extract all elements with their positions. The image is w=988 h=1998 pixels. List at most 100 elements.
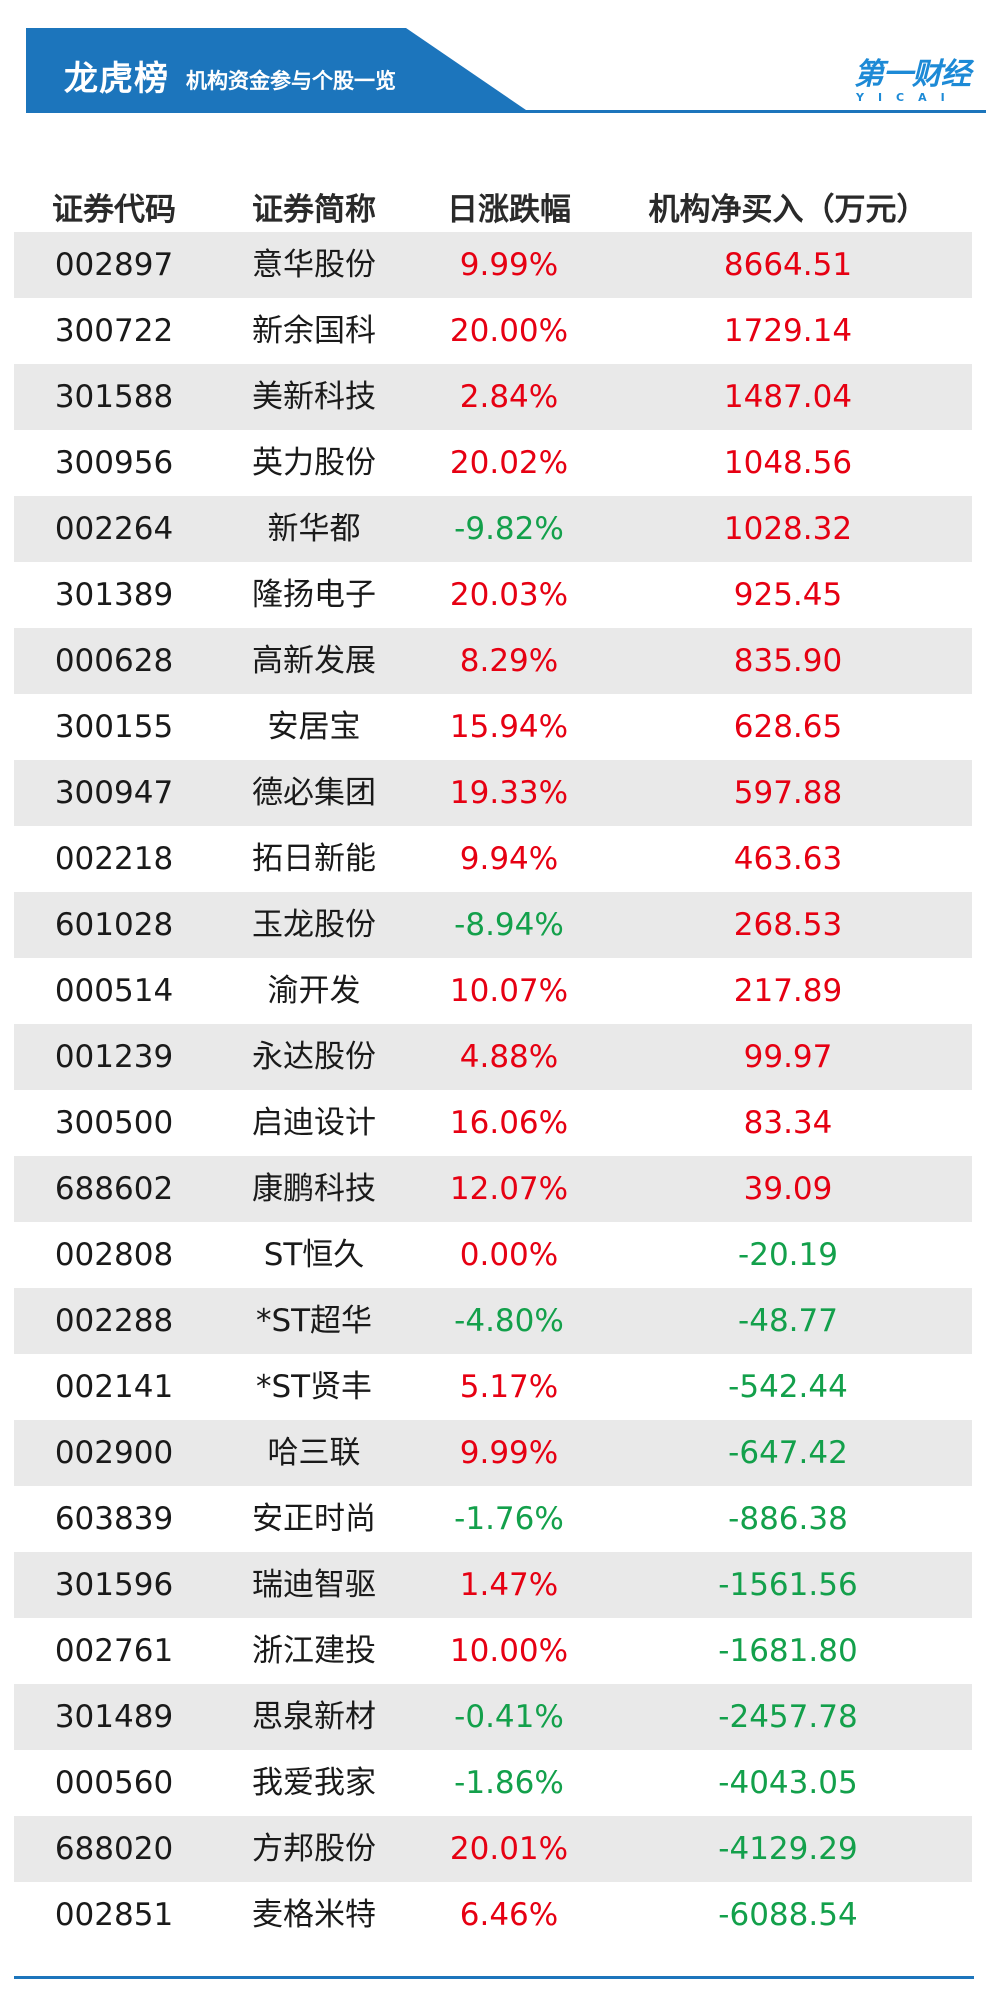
yicai-logo: 第一财经 YICAI — [854, 58, 972, 112]
institution-net-buy: 835.90 — [733, 643, 843, 679]
bottom-divider — [14, 1976, 974, 1979]
stock-code: 301588 — [54, 379, 174, 415]
table-row: 002288 *ST超华 -4.80% -48.77 — [14, 1288, 972, 1354]
table-row: 301389 隆扬电子 20.03% 925.45 — [14, 562, 972, 628]
institution-net-buy: -1681.80 — [718, 1633, 858, 1669]
header-banner: 龙虎榜 机构资金参与个股一览 第一财经 YICAI — [26, 28, 986, 112]
stock-name: 渝开发 — [267, 973, 361, 1009]
stock-name: ST恒久 — [263, 1237, 365, 1273]
stock-code: 301489 — [54, 1699, 174, 1735]
daily-change: 6.46% — [459, 1897, 559, 1933]
table-row: 601028 玉龙股份 -8.94% 268.53 — [14, 892, 972, 958]
stock-name: 我爱我家 — [252, 1765, 376, 1801]
institution-net-buy: 463.63 — [733, 841, 843, 877]
daily-change: -1.86% — [454, 1765, 564, 1801]
stock-name: 麦格米特 — [252, 1897, 376, 1933]
banner-shape — [26, 28, 526, 110]
institution-net-buy: 39.09 — [743, 1171, 833, 1207]
institution-net-buy: 925.45 — [733, 577, 843, 613]
daily-change: 10.07% — [449, 973, 569, 1009]
daily-change: -9.82% — [454, 511, 564, 547]
table-row: 300722 新余国科 20.00% 1729.14 — [14, 298, 972, 364]
stock-code: 002218 — [54, 841, 174, 877]
institution-net-buy: 83.34 — [743, 1105, 833, 1141]
institution-net-buy: 597.88 — [733, 775, 843, 811]
stock-code: 002851 — [54, 1897, 174, 1933]
daily-change: -8.94% — [454, 907, 564, 943]
table-row: 002897 意华股份 9.99% 8664.51 — [14, 232, 972, 298]
stock-name: 安居宝 — [267, 709, 361, 745]
table-row: 002851 麦格米特 6.46% -6088.54 — [14, 1882, 972, 1948]
stock-code: 688602 — [54, 1171, 174, 1207]
stock-code: 002141 — [54, 1369, 174, 1405]
institution-net-buy: 1028.32 — [723, 511, 853, 547]
stock-name: 永达股份 — [252, 1039, 376, 1075]
stock-code: 000514 — [54, 973, 174, 1009]
stock-code: 001239 — [54, 1039, 174, 1075]
stock-code: 301389 — [54, 577, 174, 613]
col-header-name: 证券简称 — [252, 192, 376, 228]
stock-code: 000560 — [54, 1765, 174, 1801]
stock-name: 安正时尚 — [252, 1501, 376, 1537]
stock-name: 新华都 — [267, 511, 361, 547]
daily-change: 9.99% — [459, 247, 559, 283]
institution-net-buy: -2457.78 — [718, 1699, 858, 1735]
institution-net-buy: 1048.56 — [723, 445, 853, 481]
stock-name: 方邦股份 — [252, 1831, 376, 1867]
daily-change: 0.00% — [459, 1237, 559, 1273]
logo-en: YICAI — [856, 91, 959, 104]
institution-net-buy: -4129.29 — [718, 1831, 858, 1867]
stock-name: 玉龙股份 — [252, 907, 376, 943]
daily-change: -0.41% — [454, 1699, 564, 1735]
stock-name: 思泉新材 — [252, 1699, 376, 1735]
stock-code: 002808 — [54, 1237, 174, 1273]
institution-net-buy: 1729.14 — [723, 313, 853, 349]
table-row: 002218 拓日新能 9.94% 463.63 — [14, 826, 972, 892]
col-header-code: 证券代码 — [52, 192, 176, 228]
table-row: 603839 安正时尚 -1.76% -886.38 — [14, 1486, 972, 1552]
institution-net-buy: -542.44 — [728, 1369, 848, 1405]
institution-net-buy: 99.97 — [743, 1039, 833, 1075]
table-row: 002141 *ST贤丰 5.17% -542.44 — [14, 1354, 972, 1420]
stock-name: 哈三联 — [267, 1435, 361, 1471]
table-row: 301489 思泉新材 -0.41% -2457.78 — [14, 1684, 972, 1750]
daily-change: 20.03% — [449, 577, 569, 613]
institution-net-buy: -886.38 — [728, 1501, 848, 1537]
stock-name: 意华股份 — [252, 247, 376, 283]
table-row: 002808 ST恒久 0.00% -20.19 — [14, 1222, 972, 1288]
daily-change: 15.94% — [449, 709, 569, 745]
table-body: 002897 意华股份 9.99% 8664.51 300722 新余国科 20.00% 17… — [14, 232, 972, 1948]
stock-name: 德必集团 — [252, 775, 376, 811]
stock-code: 002900 — [54, 1435, 174, 1471]
institution-net-buy: -20.19 — [738, 1237, 838, 1273]
daily-change: 8.29% — [459, 643, 559, 679]
stock-name: 康鹏科技 — [252, 1171, 376, 1207]
stock-name: 瑞迪智驱 — [252, 1567, 376, 1603]
stock-code: 300947 — [54, 775, 174, 811]
stock-name: 英力股份 — [252, 445, 376, 481]
stock-name: 美新科技 — [252, 379, 376, 415]
col-header-change: 日涨跌幅 — [447, 192, 571, 228]
top-divider — [26, 110, 986, 113]
stock-name: 高新发展 — [252, 643, 376, 679]
daily-change: 20.02% — [449, 445, 569, 481]
stock-code: 301596 — [54, 1567, 174, 1603]
institution-net-buy: 1487.04 — [723, 379, 853, 415]
stock-code: 300500 — [54, 1105, 174, 1141]
stock-name: *ST贤丰 — [255, 1369, 373, 1405]
table-row: 300155 安居宝 15.94% 628.65 — [14, 694, 972, 760]
daily-change: 1.47% — [459, 1567, 559, 1603]
stock-code: 002288 — [54, 1303, 174, 1339]
table-header: 证券代码 证券简称 日涨跌幅 机构净买入（万元） — [14, 188, 972, 232]
table-row: 001239 永达股份 4.88% 99.97 — [14, 1024, 972, 1090]
table-row: 300947 德必集团 19.33% 597.88 — [14, 760, 972, 826]
stock-code: 300722 — [54, 313, 174, 349]
institution-net-buy: -4043.05 — [718, 1765, 858, 1801]
table-row: 300500 启迪设计 16.06% 83.34 — [14, 1090, 972, 1156]
stock-name: 隆扬电子 — [252, 577, 376, 613]
table-row: 301596 瑞迪智驱 1.47% -1561.56 — [14, 1552, 972, 1618]
institution-net-buy: -1561.56 — [718, 1567, 858, 1603]
stock-name: 浙江建投 — [252, 1633, 376, 1669]
stock-name: *ST超华 — [255, 1303, 373, 1339]
table-row: 000514 渝开发 10.07% 217.89 — [14, 958, 972, 1024]
